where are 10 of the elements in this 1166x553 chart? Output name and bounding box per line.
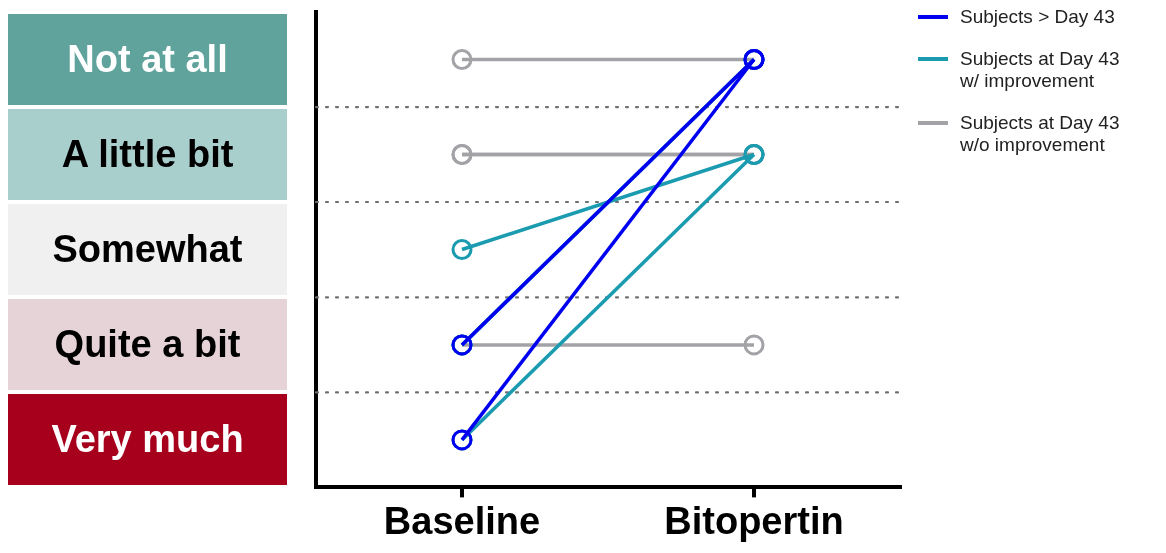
legend-label: Subjects > Day 43 <box>960 6 1115 28</box>
x-tick-label: Baseline <box>383 499 541 542</box>
legend-label: Subjects at Day 43 w/ improvement <box>960 48 1121 92</box>
label-box: Quite a bit <box>8 299 287 391</box>
label-box: A little bit <box>8 109 287 201</box>
legend-label: Subjects at Day 43 w/o improvement <box>960 112 1121 156</box>
label-box: Very much <box>8 394 287 486</box>
label-box: Somewhat <box>8 204 287 296</box>
x-tick-label: Bitopertin <box>664 499 844 542</box>
label-box: Not at all <box>8 14 287 106</box>
